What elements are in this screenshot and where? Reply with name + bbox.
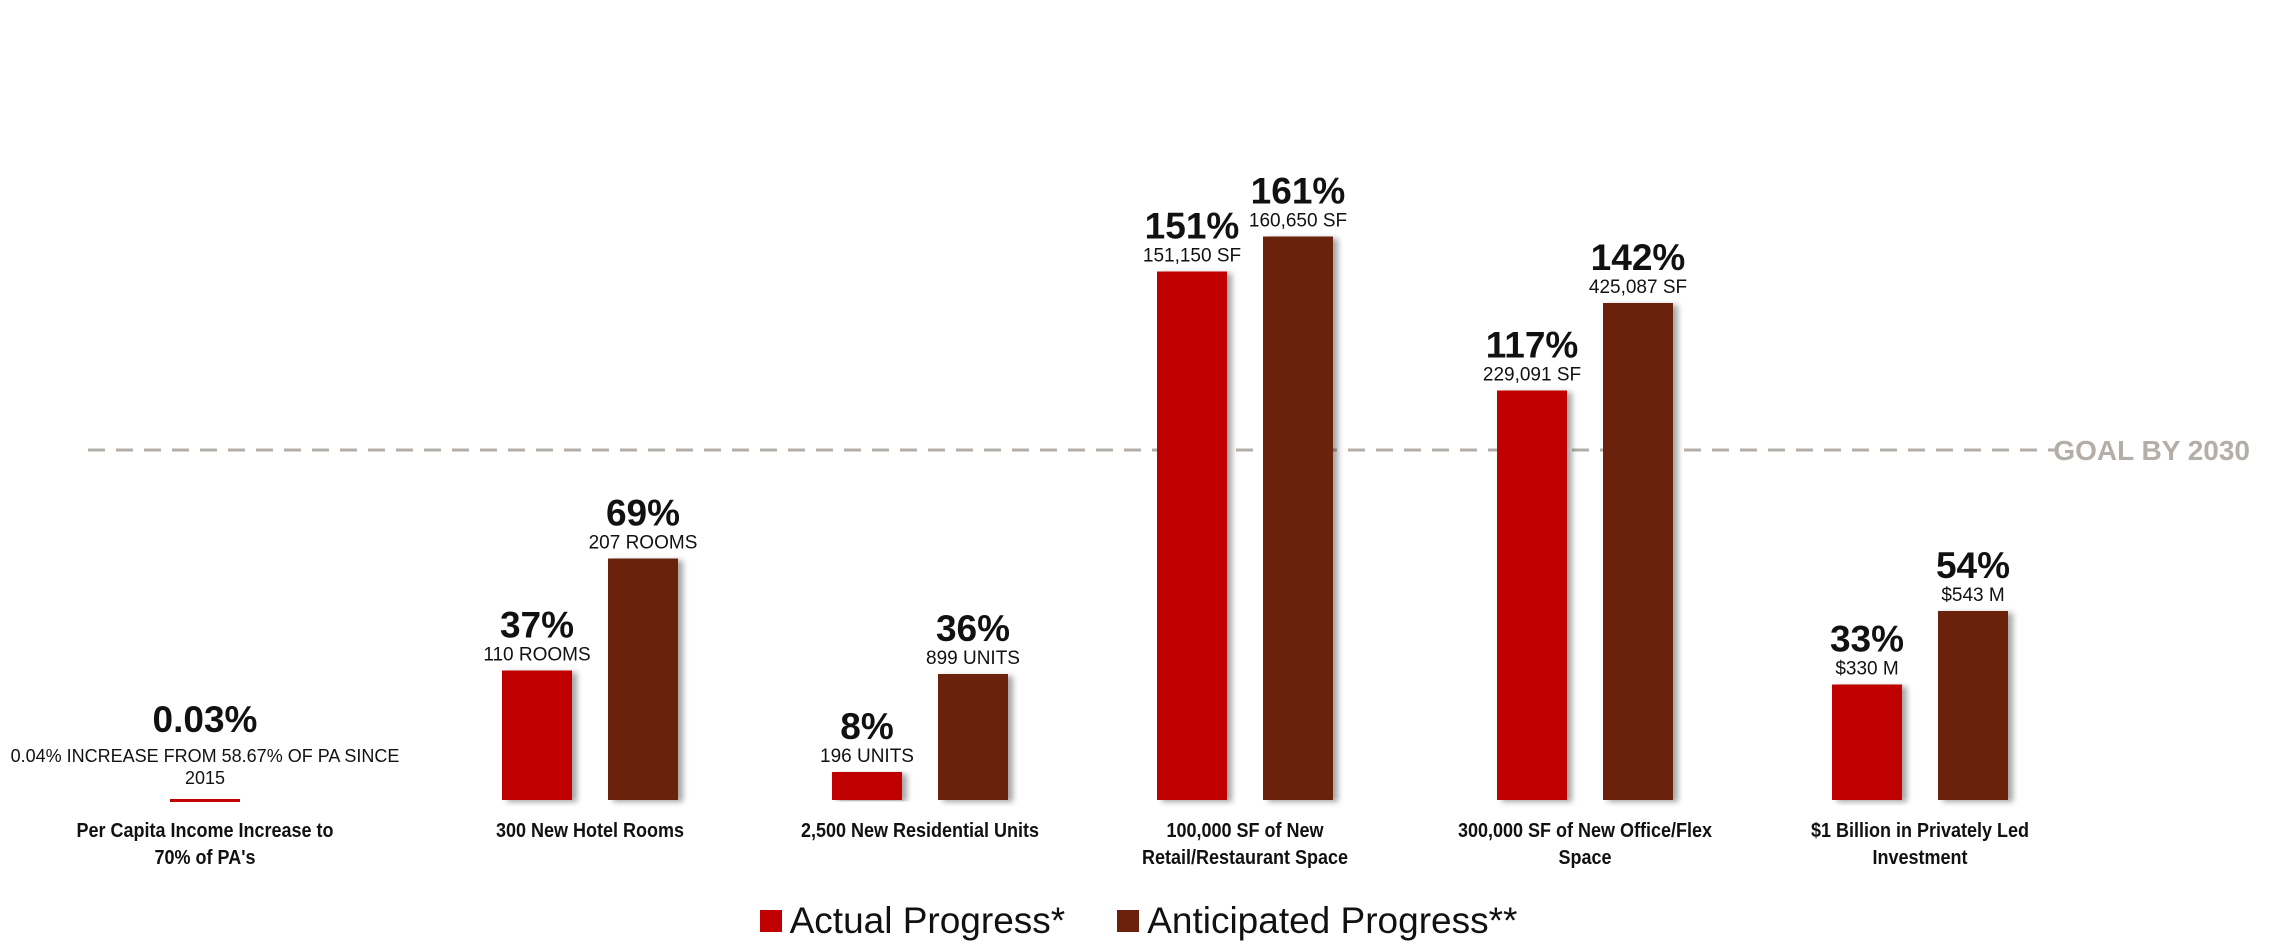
value-label-5-1: 54%	[1936, 545, 2010, 586]
value-label-2-0: 8%	[840, 706, 893, 747]
legend-item-anticipated: Anticipated Progress**	[1117, 900, 1517, 942]
category-label-3: 100,000 SF of New Retail/Restaurant Spac…	[1141, 820, 1349, 869]
legend-label-anticipated: Anticipated Progress**	[1147, 900, 1518, 941]
sub-label-1-1: 207 ROOMS	[589, 533, 698, 554]
legend-swatch-anticipated	[1117, 910, 1140, 932]
bar-actual-4	[1497, 390, 1567, 800]
category-label-2: 2,500 New Residential Units	[800, 820, 1040, 842]
bar-actual-5	[1832, 684, 1902, 800]
sub-label-4-1: 425,087 SF	[1589, 277, 1687, 298]
bar-anticipated-1	[608, 558, 678, 800]
legend: Actual Progress* Anticipated Progress**	[0, 900, 2277, 942]
value-label-4-1: 142%	[1591, 237, 1686, 278]
category-label-0: Per Capita Income Increase to 70% of PA'…	[76, 820, 334, 869]
value-label-4-0: 117%	[1486, 325, 1579, 366]
sub-label-1-0: 110 ROOMS	[483, 645, 590, 666]
legend-item-actual: Actual Progress*	[759, 900, 1066, 942]
bar-anticipated-5	[1938, 611, 2008, 800]
value-label-3-0: 151%	[1145, 206, 1240, 247]
sub-label-5-0: $330 M	[1835, 659, 1898, 680]
bar-actual-3	[1157, 271, 1227, 800]
bar-actual-2	[832, 772, 902, 800]
value-label-2-1: 36%	[936, 608, 1010, 649]
bar-actual-1	[502, 670, 572, 800]
value-label-1-0: 37%	[500, 605, 574, 646]
sub-label-2-0: 196 UNITS	[820, 746, 914, 767]
value-label-5-0: 33%	[1830, 619, 1904, 660]
bar-anticipated-3	[1263, 236, 1333, 800]
value-label-0-0: 0.03%	[153, 699, 258, 740]
sub-label-0-0-b: 2015	[185, 768, 225, 788]
category-label-4: 300,000 SF of New Office/Flex Space	[1457, 820, 1713, 869]
sub-label-3-0: 151,150 SF	[1143, 246, 1241, 267]
value-label-3-1: 161%	[1251, 171, 1346, 212]
category-label-5: $1 Billion in Privately Led Investment	[1810, 820, 2030, 869]
bar-anticipated-4	[1603, 303, 1673, 800]
sub-label-4-0: 229,091 SF	[1483, 365, 1581, 386]
bar-actual-0	[170, 799, 240, 802]
legend-swatch-actual	[759, 910, 782, 932]
value-label-1-1: 69%	[606, 493, 680, 534]
goal-line-label: GOAL BY 2030	[2053, 435, 2250, 466]
legend-label-actual: Actual Progress*	[789, 900, 1066, 941]
sub-label-3-1: 160,650 SF	[1249, 211, 1347, 232]
sub-label-2-1: 899 UNITS	[926, 648, 1020, 669]
bar-anticipated-2	[938, 674, 1008, 800]
sub-label-0-0-a: 0.04% INCREASE FROM 58.67% OF PA SINCE	[11, 746, 400, 766]
category-label-1: 300 New Hotel Rooms	[495, 820, 685, 842]
sub-label-5-1: $543 M	[1941, 585, 2004, 606]
